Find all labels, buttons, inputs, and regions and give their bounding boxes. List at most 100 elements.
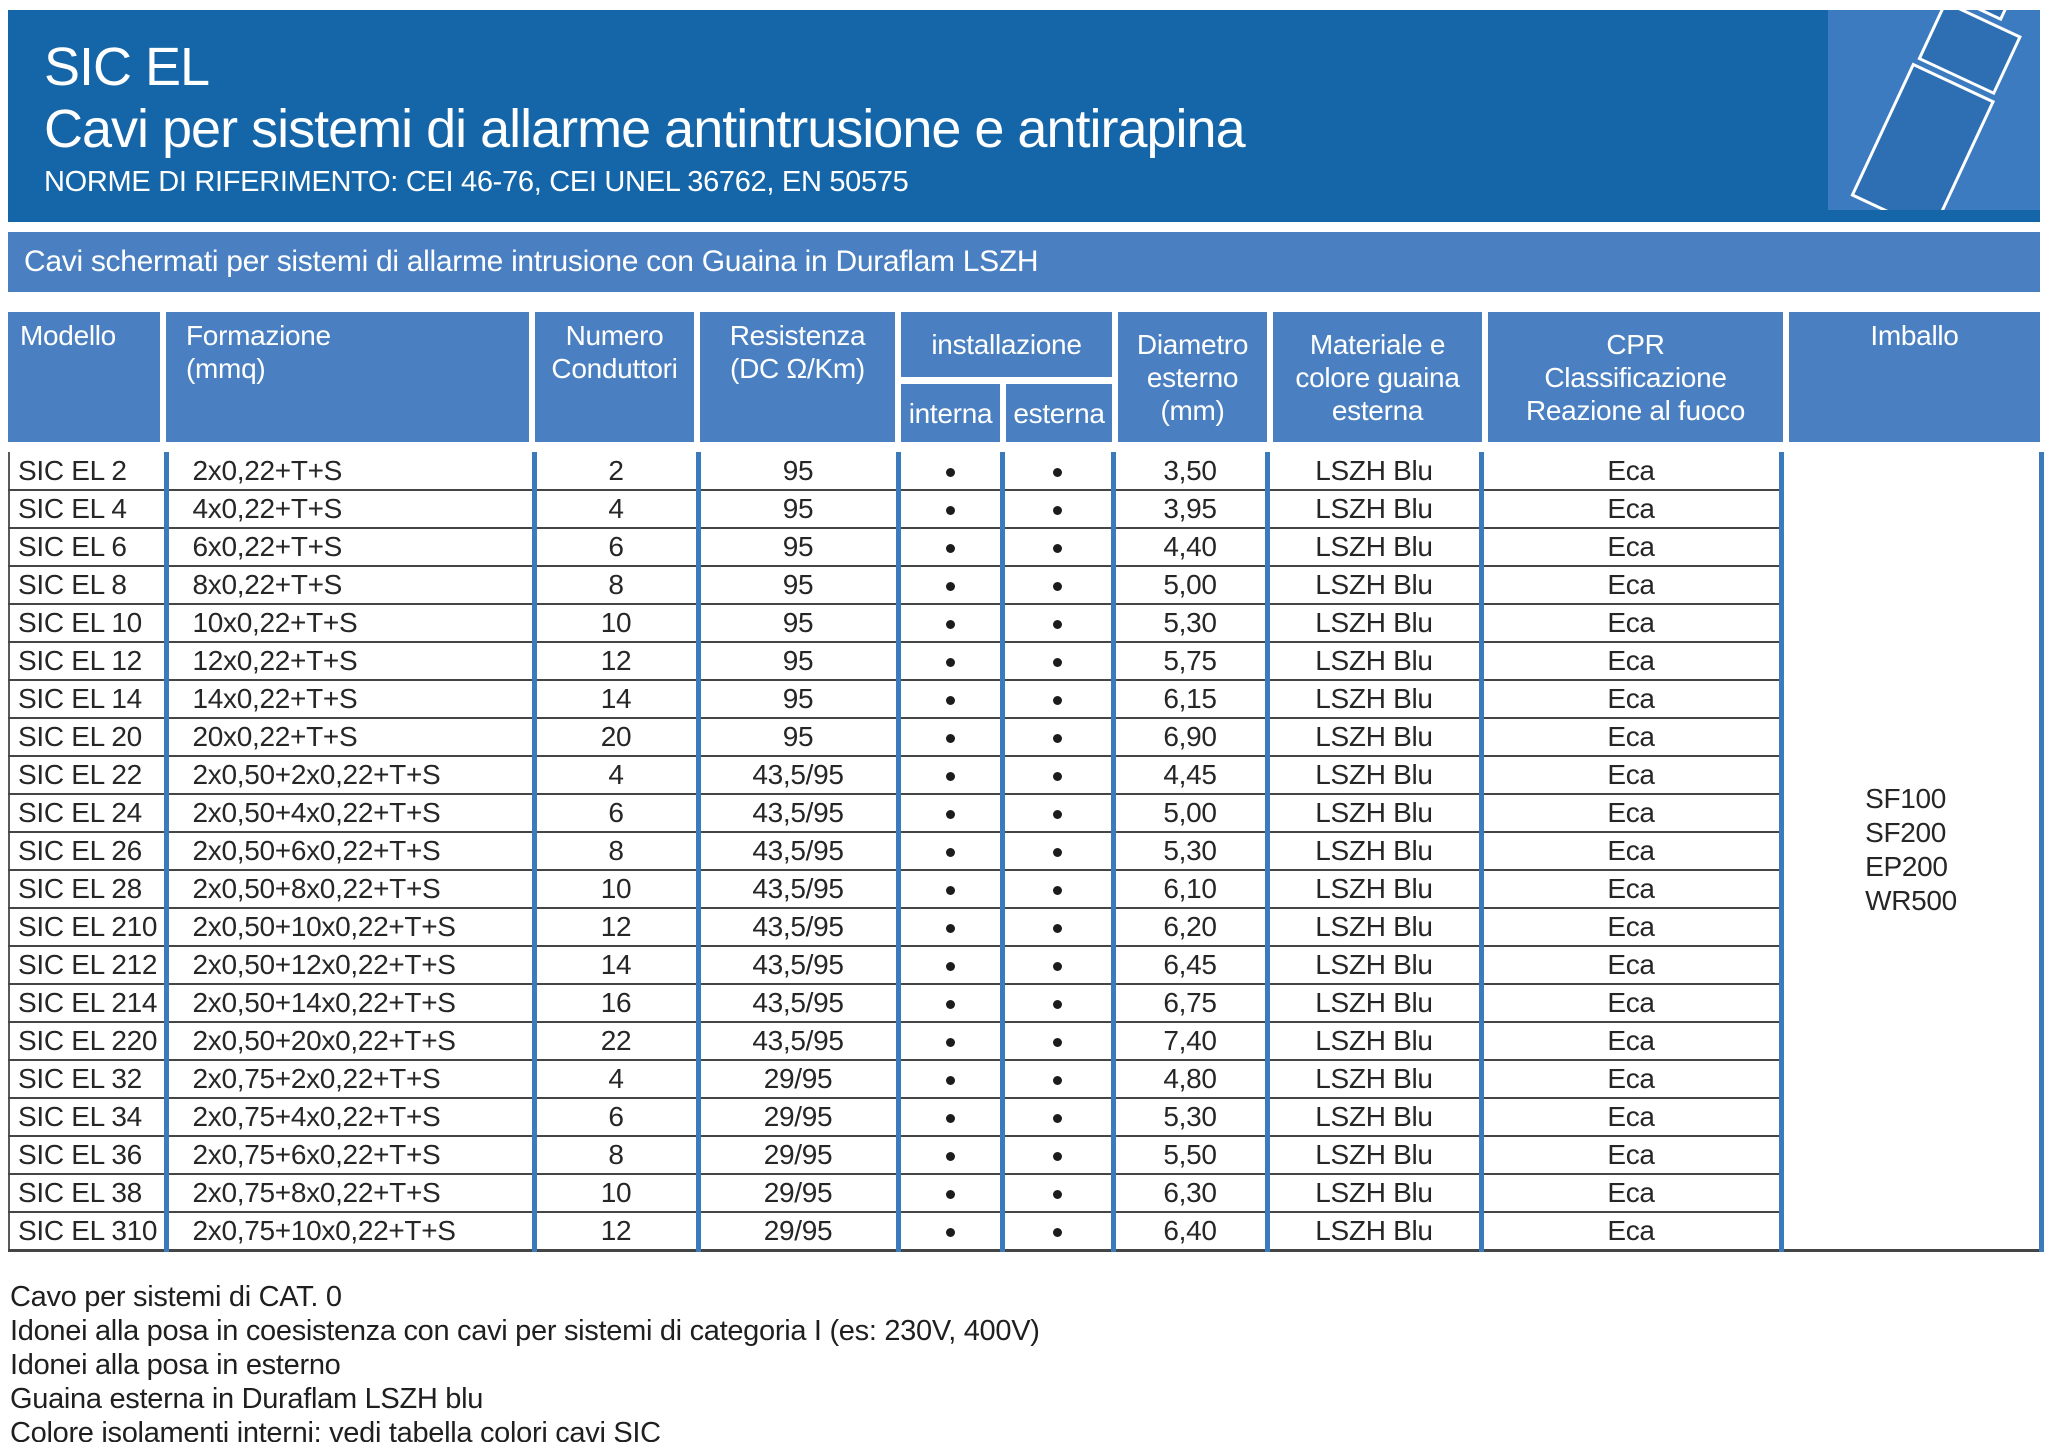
cell-cpr: Eca: [1478, 603, 1781, 642]
cell-modello: SIC EL 310: [9, 1211, 166, 1252]
cell-installazione-interna: [895, 603, 1002, 642]
table-row: SIC EL 214 2x0,50+14x0,22+T+S 16 43,5/95…: [9, 983, 2041, 1022]
cell-installazione-interna: [895, 1135, 1002, 1174]
cell-diametro: 5,75: [1110, 641, 1267, 680]
cell-modello: SIC EL 12: [9, 641, 166, 680]
note-line: Idonei alla posa in esterno: [10, 1349, 341, 1381]
cell-numero-conduttori: 10: [531, 603, 698, 642]
col-header-formazione: Formazione (mmq): [166, 312, 529, 442]
cell-numero-conduttori: 12: [531, 907, 698, 946]
cell-installazione-interna: [895, 831, 1002, 870]
installation-dot: [1053, 582, 1062, 592]
cell-installazione-esterna: [999, 1211, 1113, 1252]
cell-resistenza: 95: [695, 603, 898, 642]
cell-resistenza: 29/95: [695, 1135, 898, 1174]
cell-resistenza: 29/95: [695, 1097, 898, 1136]
cell-numero-conduttori: 4: [531, 489, 698, 528]
cell-resistenza: 43,5/95: [695, 831, 898, 870]
cell-diametro: 7,40: [1110, 1021, 1267, 1060]
cell-modello: SIC EL 10: [9, 603, 166, 642]
cell-resistenza: 95: [695, 679, 898, 718]
cell-guaina: LSZH Blu: [1264, 1021, 1481, 1060]
cell-modello: SIC EL 210: [9, 907, 166, 946]
installation-dot: [945, 467, 955, 477]
cell-formazione: 20x0,22+T+S: [163, 717, 534, 756]
cell-numero-conduttori: 12: [531, 641, 698, 680]
page-header: SIC EL Cavi per sistemi di allarme antin…: [8, 10, 2040, 222]
installation-dot: [945, 810, 955, 820]
cell-installazione-esterna: [999, 1097, 1113, 1136]
cell-numero-conduttori: 8: [531, 831, 698, 870]
installation-dot: [945, 620, 955, 630]
table-row: SIC EL 32 2x0,75+2x0,22+T+S 4 29/95 4,80…: [9, 1059, 2041, 1098]
table-row: SIC EL 14 14x0,22+T+S 14 95 6,15 LSZH Bl…: [9, 679, 2041, 718]
col-header-interna: interna: [901, 384, 1000, 442]
cell-numero-conduttori: 4: [531, 1059, 698, 1098]
cell-formazione: 2x0,50+14x0,22+T+S: [163, 983, 534, 1022]
installation-dot: [1053, 658, 1062, 668]
cell-guaina: LSZH Blu: [1264, 983, 1481, 1022]
cell-modello: SIC EL 26: [9, 831, 166, 870]
installation-dot: [945, 544, 955, 554]
cell-resistenza: 43,5/95: [695, 1021, 898, 1060]
cell-diametro: 3,95: [1110, 489, 1267, 528]
installation-dot: [945, 1114, 955, 1124]
installation-dot: [945, 1190, 955, 1200]
note-line: Colore isolamenti interni: vedi tabella …: [10, 1417, 661, 1442]
section-banner-text: Cavi schermati per sistemi di allarme in…: [24, 245, 1039, 278]
cell-modello: SIC EL 8: [9, 565, 166, 604]
table-row: SIC EL 210 2x0,50+10x0,22+T+S 12 43,5/95…: [9, 907, 2041, 946]
cell-modello: SIC EL 14: [9, 679, 166, 718]
cell-cpr: Eca: [1478, 1135, 1781, 1174]
table-row: SIC EL 36 2x0,75+6x0,22+T+S 8 29/95 5,50…: [9, 1135, 2041, 1174]
installation-dot: [1053, 772, 1062, 782]
cell-installazione-esterna: [999, 527, 1113, 566]
cell-resistenza: 95: [695, 641, 898, 680]
cell-diametro: 4,40: [1110, 527, 1267, 566]
cell-modello: SIC EL 212: [9, 945, 166, 984]
cell-guaina: LSZH Blu: [1264, 1173, 1481, 1212]
cell-installazione-interna: [895, 565, 1002, 604]
cell-modello: SIC EL 36: [9, 1135, 166, 1174]
cell-installazione-esterna: [999, 793, 1113, 832]
cell-guaina: LSZH Blu: [1264, 452, 1481, 490]
cell-installazione-interna: [895, 527, 1002, 566]
installation-dot: [945, 1000, 955, 1010]
cell-cpr: Eca: [1478, 869, 1781, 908]
cell-modello: SIC EL 220: [9, 1021, 166, 1060]
cell-modello: SIC EL 22: [9, 755, 166, 794]
installation-dot: [945, 1076, 955, 1086]
cell-cpr: Eca: [1478, 641, 1781, 680]
installation-dot: [945, 886, 955, 896]
cell-diametro: 6,45: [1110, 945, 1267, 984]
cell-cpr: Eca: [1478, 679, 1781, 718]
col-header-numero: Numero Conduttori: [535, 312, 694, 442]
cell-installazione-interna: [895, 641, 1002, 680]
cell-resistenza: 43,5/95: [695, 869, 898, 908]
cell-installazione-esterna: [999, 1021, 1113, 1060]
cell-resistenza: 95: [695, 565, 898, 604]
installation-dot: [1053, 506, 1062, 516]
installation-dot: [1053, 544, 1062, 554]
cell-numero-conduttori: 12: [531, 1211, 698, 1252]
cell-numero-conduttori: 14: [531, 679, 698, 718]
installation-dot: [945, 924, 955, 934]
cell-installazione-interna: [895, 907, 1002, 946]
cell-installazione-esterna: [999, 983, 1113, 1022]
cell-numero-conduttori: 6: [531, 527, 698, 566]
installation-dot: [1053, 924, 1062, 934]
table-row: SIC EL 34 2x0,75+4x0,22+T+S 6 29/95 5,30…: [9, 1097, 2041, 1136]
table-row: SIC EL 4 4x0,22+T+S 4 95 3,95 LSZH Blu E…: [9, 489, 2041, 528]
col-header-diametro: Diametro esterno (mm): [1118, 312, 1267, 442]
cell-installazione-esterna: [999, 489, 1113, 528]
installation-dot: [1053, 1190, 1062, 1200]
table-row: SIC EL 310 2x0,75+10x0,22+T+S 12 29/95 6…: [9, 1211, 2041, 1252]
cell-formazione: 2x0,50+12x0,22+T+S: [163, 945, 534, 984]
imballo-values: SF100 SF200 EP200 WR500: [1865, 783, 1957, 917]
col-header-installazione: installazione: [901, 312, 1112, 377]
cell-formazione: 2x0,50+10x0,22+T+S: [163, 907, 534, 946]
cell-cpr: Eca: [1478, 717, 1781, 756]
cell-installazione-interna: [895, 945, 1002, 984]
cell-cpr: Eca: [1478, 907, 1781, 946]
installation-dot: [1053, 467, 1062, 477]
